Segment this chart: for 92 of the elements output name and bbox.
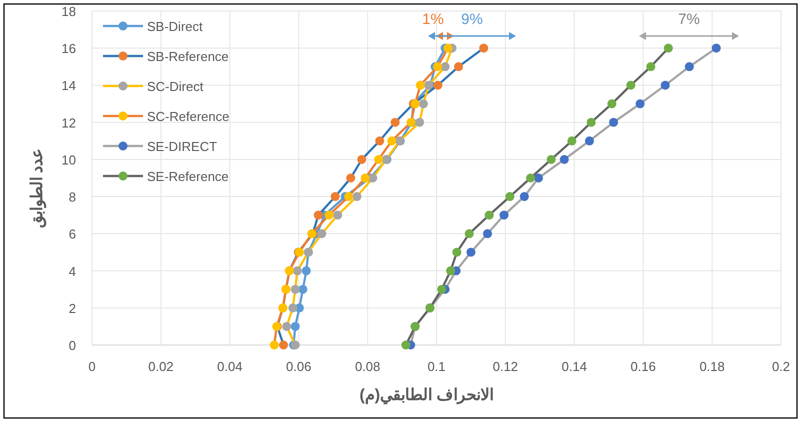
y-tick-label: 2 xyxy=(68,300,76,316)
legend-label: SC-Reference xyxy=(147,109,230,124)
point xyxy=(584,136,594,146)
point xyxy=(546,154,556,164)
legend-label: SB-Direct xyxy=(147,19,204,34)
y-tick-label: 6 xyxy=(68,226,76,242)
y-tick-label: 10 xyxy=(62,152,76,168)
y-tick-label: 14 xyxy=(62,78,76,94)
point xyxy=(586,118,596,127)
point xyxy=(418,99,428,108)
point xyxy=(352,192,362,202)
point xyxy=(279,340,288,350)
y-tick-label: 4 xyxy=(68,264,76,279)
point xyxy=(609,118,618,127)
point xyxy=(433,62,442,72)
point xyxy=(446,266,456,276)
point xyxy=(433,80,442,90)
point xyxy=(324,210,334,220)
point xyxy=(440,62,450,72)
point xyxy=(567,136,576,146)
point xyxy=(452,248,462,257)
point xyxy=(664,44,673,53)
point xyxy=(298,284,308,294)
point xyxy=(415,118,424,127)
point xyxy=(390,118,400,127)
y-tick-label: 18 xyxy=(62,4,76,19)
annotation: 7% xyxy=(678,11,700,28)
x-tick-label: 0.06 xyxy=(286,359,312,374)
point xyxy=(660,80,670,90)
point xyxy=(484,210,494,220)
point xyxy=(482,229,492,238)
point xyxy=(374,154,384,164)
point xyxy=(505,192,514,202)
y-tick-label: 12 xyxy=(62,115,76,130)
y-tick-label: 16 xyxy=(62,41,76,56)
point xyxy=(375,136,384,146)
point xyxy=(288,303,298,312)
x-tick-label: 0 xyxy=(88,359,96,374)
point xyxy=(479,44,488,53)
y-tick-label: 8 xyxy=(68,190,76,205)
point xyxy=(314,210,323,220)
point xyxy=(360,174,370,182)
point xyxy=(626,80,636,90)
point xyxy=(387,136,396,146)
point xyxy=(684,62,694,72)
point xyxy=(607,99,616,108)
point xyxy=(437,284,446,294)
point xyxy=(712,44,721,53)
point xyxy=(443,44,452,53)
point xyxy=(292,266,302,276)
point xyxy=(500,210,509,220)
point xyxy=(290,284,300,294)
x-tick-label: 0.02 xyxy=(148,359,174,374)
point xyxy=(466,248,476,257)
point xyxy=(317,229,326,238)
point xyxy=(290,322,300,331)
point xyxy=(646,62,656,72)
legend-label: SC-Direct xyxy=(147,79,204,94)
x-tick-label: 0.18 xyxy=(699,359,725,374)
point xyxy=(302,266,311,276)
x-tick-label: 0.04 xyxy=(217,359,242,374)
point xyxy=(346,174,356,182)
point xyxy=(526,174,536,182)
x-tick-label: 0.16 xyxy=(630,359,656,374)
point xyxy=(560,154,569,164)
point xyxy=(368,174,378,182)
point xyxy=(520,192,529,202)
x-tick-label: 0.14 xyxy=(562,359,587,374)
x-axis-title: الانحراف الطابقي(م) xyxy=(359,387,494,405)
point xyxy=(357,154,366,164)
point xyxy=(416,80,425,90)
point xyxy=(330,192,340,202)
point xyxy=(401,340,410,350)
point xyxy=(333,210,342,220)
point xyxy=(464,229,474,238)
y-tick-label: 0 xyxy=(68,338,76,353)
legend-label: SE-DIRECT xyxy=(147,139,218,154)
legend-label: SE-Reference xyxy=(147,169,229,184)
y-axis-title: عدد الطوابق xyxy=(29,148,47,228)
x-tick-label: 0.1 xyxy=(427,359,446,374)
legend-label: SB-Reference xyxy=(147,49,229,64)
annotation: 1% xyxy=(422,11,444,28)
point xyxy=(534,174,543,182)
point xyxy=(270,340,279,350)
point xyxy=(282,322,292,331)
point xyxy=(344,192,354,202)
point xyxy=(454,62,464,72)
annotation: 9% xyxy=(461,11,483,28)
x-tick-label: 0.2 xyxy=(772,359,790,374)
point xyxy=(636,99,645,108)
x-tick-label: 0.08 xyxy=(354,359,380,374)
x-tick-label: 0.12 xyxy=(492,359,518,374)
